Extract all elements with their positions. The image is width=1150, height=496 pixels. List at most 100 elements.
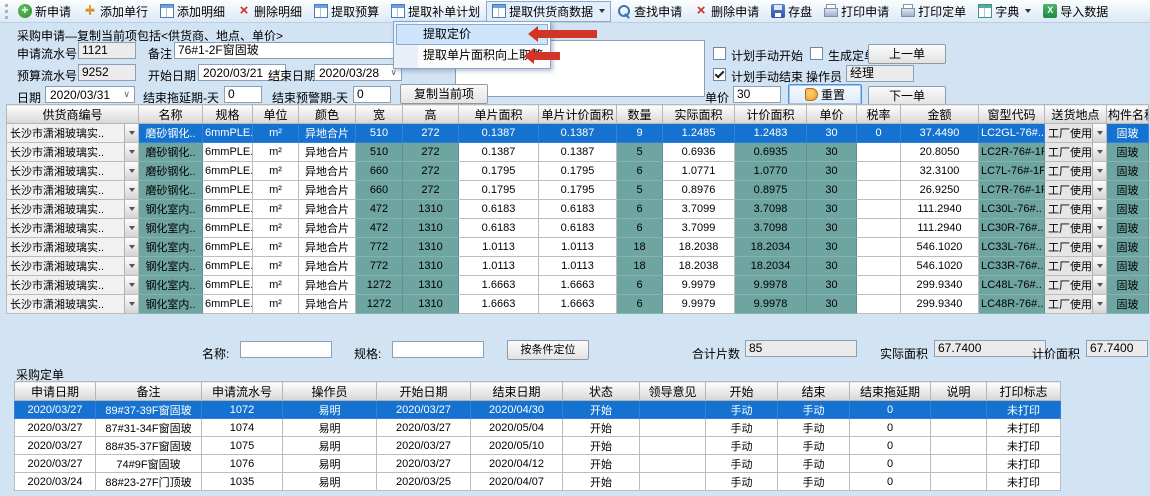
grid-cell[interactable]: 工厂使用: [1044, 256, 1107, 276]
column-header[interactable]: 实际面积: [662, 104, 735, 124]
column-header[interactable]: 宽: [355, 104, 403, 124]
cell-combobox[interactable]: 工厂使用: [1045, 276, 1106, 294]
column-header[interactable]: 结束拖延期: [849, 381, 931, 401]
column-header[interactable]: 备注: [95, 381, 202, 401]
cell-combobox[interactable]: 工厂使用: [1045, 162, 1106, 180]
cell-combobox[interactable]: 长沙市潇湘玻璃实..: [7, 143, 138, 161]
column-header[interactable]: 申请日期: [14, 381, 96, 401]
cell-combobox[interactable]: 工厂使用: [1045, 124, 1106, 142]
grid-cell[interactable]: 工厂使用: [1044, 218, 1107, 238]
combo-dropdown-icon[interactable]: [124, 143, 138, 161]
gen-order-checkbox[interactable]: [810, 47, 823, 60]
cell-combobox[interactable]: 长沙市潇湘玻璃实..: [7, 276, 138, 294]
item-row[interactable]: 长沙市潇湘玻璃实.. 钢化室内.. 6mmPLE.. m² 异地合片 472 1310 0.6…: [6, 218, 1149, 238]
item-row[interactable]: 长沙市潇湘玻璃实.. 磨砂钢化.. 6mmPLE.. m² 异地合片 510 272 0.13…: [6, 123, 1149, 143]
cell-combobox[interactable]: 长沙市潇湘玻璃实..: [7, 219, 138, 237]
cell-combobox[interactable]: 工厂使用: [1045, 238, 1106, 256]
column-header[interactable]: 名称: [138, 104, 203, 124]
request-no-field[interactable]: 1121: [78, 42, 136, 59]
toolbar-button[interactable]: 删除申请: [688, 1, 765, 22]
combo-dropdown-icon[interactable]: [1092, 143, 1106, 161]
combo-dropdown-icon[interactable]: [1092, 219, 1106, 237]
grid-cell[interactable]: 工厂使用: [1044, 199, 1107, 219]
toolbar-button[interactable]: 添加明细: [154, 1, 231, 22]
end-date-select[interactable]: 2020/03/28 ∨: [314, 64, 402, 81]
locate-button[interactable]: 按条件定位: [507, 340, 589, 360]
cell-combobox[interactable]: 长沙市潇湘玻璃实..: [7, 162, 138, 180]
column-header[interactable]: 申请流水号: [201, 381, 283, 401]
column-header[interactable]: 操作员: [282, 381, 377, 401]
toolbar-button[interactable]: 删除明细: [231, 1, 308, 22]
column-header[interactable]: 计价面积: [734, 104, 807, 124]
prev-order-button[interactable]: 上一单: [868, 44, 946, 64]
grid-cell[interactable]: 长沙市潇湘玻璃实..: [6, 256, 139, 276]
column-header[interactable]: 税率: [856, 104, 901, 124]
grid-cell[interactable]: 工厂使用: [1044, 161, 1107, 181]
item-row[interactable]: 长沙市潇湘玻璃实.. 钢化室内.. 6mmPLE.. m² 异地合片 1272 1310 1.…: [6, 294, 1149, 314]
dropdown-arrow-icon[interactable]: [1025, 9, 1032, 13]
column-header[interactable]: 窗型代码: [978, 104, 1045, 124]
cell-combobox[interactable]: 长沙市潇湘玻璃实..: [7, 181, 138, 199]
menu-item-extract-price[interactable]: 提取定价: [396, 24, 548, 45]
item-row[interactable]: 长沙市潇湘玻璃实.. 钢化室内.. 6mmPLE.. m² 异地合片 1272 1310 1.…: [6, 275, 1149, 295]
grid-cell[interactable]: 长沙市潇湘玻璃实..: [6, 218, 139, 238]
combo-dropdown-icon[interactable]: [1092, 200, 1106, 218]
toolbar-button[interactable]: 新申请: [12, 1, 77, 22]
column-header[interactable]: 单片计价面积: [538, 104, 617, 124]
combo-dropdown-icon[interactable]: [1092, 124, 1106, 142]
toolbar-button[interactable]: 提取补单计划: [385, 1, 486, 22]
unit-price-field[interactable]: 30: [733, 86, 781, 103]
grid-cell[interactable]: 工厂使用: [1044, 294, 1107, 314]
reset-button[interactable]: 重置: [788, 84, 862, 105]
combo-dropdown-icon[interactable]: [124, 181, 138, 199]
grid-cell[interactable]: 工厂使用: [1044, 275, 1107, 295]
column-header[interactable]: 开始日期: [376, 381, 471, 401]
grid-cell[interactable]: 工厂使用: [1044, 180, 1107, 200]
column-header[interactable]: 送货地点: [1044, 104, 1107, 124]
grid-cell[interactable]: 长沙市潇湘玻璃实..: [6, 142, 139, 162]
column-header[interactable]: 单位: [252, 104, 299, 124]
plan-end-checkbox[interactable]: [713, 68, 726, 81]
column-header[interactable]: 结束日期: [470, 381, 563, 401]
toolbar-button[interactable]: 打印申请: [818, 1, 895, 22]
combo-dropdown-icon[interactable]: [1092, 238, 1106, 256]
grid-cell[interactable]: 长沙市潇湘玻璃实..: [6, 275, 139, 295]
order-row[interactable]: 2020/03/27 89#37-39F窗固玻 1072 易明 2020/03/27 20…: [14, 400, 1061, 419]
cell-combobox[interactable]: 长沙市潇湘玻璃实..: [7, 238, 138, 256]
item-row[interactable]: 长沙市潇湘玻璃实.. 磨砂钢化.. 6mmPLE.. m² 异地合片 510 272 0.13…: [6, 142, 1149, 162]
column-header[interactable]: 领导意见: [639, 381, 706, 401]
budget-no-field[interactable]: 9252: [78, 64, 136, 81]
combo-dropdown-icon[interactable]: [124, 276, 138, 294]
cell-combobox[interactable]: 工厂使用: [1045, 219, 1106, 237]
column-header[interactable]: 单价: [806, 104, 857, 124]
column-header[interactable]: 高: [402, 104, 459, 124]
column-header[interactable]: 开始: [705, 381, 778, 401]
combo-dropdown-icon[interactable]: [1092, 181, 1106, 199]
warn-field[interactable]: 0: [353, 86, 391, 103]
menu-item-extract-area-roundup[interactable]: 提取单片面积向上取整: [423, 48, 544, 62]
item-row[interactable]: 长沙市潇湘玻璃实.. 钢化室内.. 6mmPLE.. m² 异地合片 772 1310 1.0…: [6, 256, 1149, 276]
column-header[interactable]: 颜色: [298, 104, 356, 124]
column-header[interactable]: 打印标志: [986, 381, 1061, 401]
column-header[interactable]: 金额: [900, 104, 979, 124]
combo-dropdown-icon[interactable]: [124, 257, 138, 275]
column-header[interactable]: 单片面积: [458, 104, 539, 124]
item-row[interactable]: 长沙市潇湘玻璃实.. 钢化室内.. 6mmPLE.. m² 异地合片 472 1310 0.6…: [6, 199, 1149, 219]
remark-field[interactable]: 76#1-2F窗固玻: [174, 42, 438, 59]
combo-dropdown-icon[interactable]: [124, 238, 138, 256]
combo-dropdown-icon[interactable]: [124, 295, 138, 313]
column-header[interactable]: 构件名称: [1106, 104, 1149, 124]
grid-cell[interactable]: 长沙市潇湘玻璃实..: [6, 199, 139, 219]
grid-cell[interactable]: 工厂使用: [1044, 237, 1107, 257]
grid-cell[interactable]: 长沙市潇湘玻璃实..: [6, 237, 139, 257]
cell-combobox[interactable]: 长沙市潇湘玻璃实..: [7, 124, 138, 142]
column-header[interactable]: 规格: [202, 104, 253, 124]
combo-dropdown-icon[interactable]: [124, 124, 138, 142]
grid-cell[interactable]: 长沙市潇湘玻璃实..: [6, 294, 139, 314]
dropdown-arrow-icon[interactable]: [599, 9, 606, 13]
combo-dropdown-icon[interactable]: [124, 162, 138, 180]
column-header[interactable]: 状态: [562, 381, 640, 401]
grid-cell[interactable]: 工厂使用: [1044, 142, 1107, 162]
grid-cell[interactable]: 工厂使用: [1044, 123, 1107, 143]
toolbar-button[interactable]: 添加单行: [77, 1, 154, 22]
